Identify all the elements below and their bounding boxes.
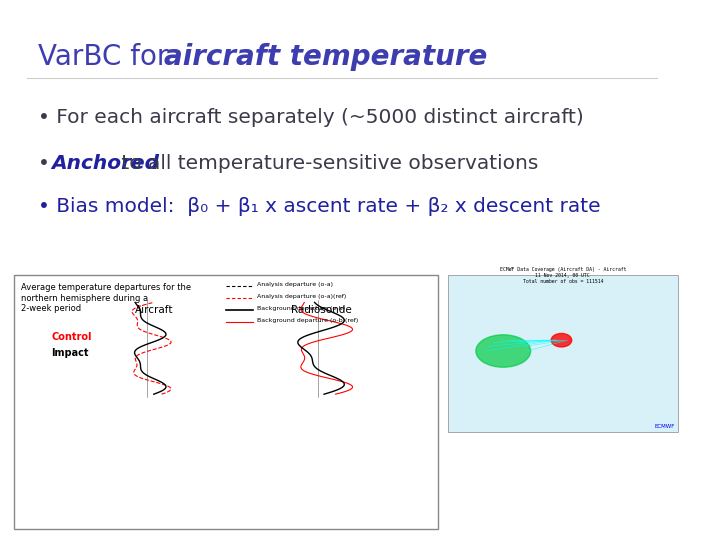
- Text: Impact: Impact: [51, 348, 89, 359]
- Text: • For each aircraft separately (~5000 distinct aircraft): • For each aircraft separately (~5000 di…: [37, 108, 583, 127]
- Text: Average temperature departures for the
northern hemisphere during a
2-week perio: Average temperature departures for the n…: [21, 284, 191, 313]
- Text: Background departure (o-b)(ref): Background departure (o-b)(ref): [257, 318, 358, 323]
- Text: Analysis departure (o-a): Analysis departure (o-a): [257, 282, 333, 287]
- FancyBboxPatch shape: [449, 275, 678, 432]
- Text: ECMWF Data Coverage (Aircraft DA) - Aircraft
11 Nov 2014, 00 UTC
Total number of: ECMWF Data Coverage (Aircraft DA) - Airc…: [500, 267, 626, 284]
- Text: ECMWF: ECMWF: [654, 424, 675, 429]
- Text: Radiosonde: Radiosonde: [292, 305, 352, 315]
- Text: Anchored: Anchored: [51, 154, 159, 173]
- Text: Aircraft: Aircraft: [135, 305, 174, 315]
- Text: VarBC for: VarBC for: [37, 43, 177, 71]
- Text: • Bias model:  β₀ + β₁ x ascent rate + β₂ x descent rate: • Bias model: β₀ + β₁ x ascent rate + β₂…: [37, 197, 600, 216]
- Text: Control: Control: [51, 332, 92, 342]
- FancyBboxPatch shape: [14, 275, 438, 529]
- Text: •: •: [37, 154, 56, 173]
- Text: to all temperature-sensitive observations: to all temperature-sensitive observation…: [115, 154, 539, 173]
- Ellipse shape: [476, 335, 531, 367]
- Text: Analysis departure (o-a)(ref): Analysis departure (o-a)(ref): [257, 294, 346, 299]
- Text: aircraft temperature: aircraft temperature: [164, 43, 487, 71]
- Ellipse shape: [552, 333, 572, 347]
- Text: Background departure (o-b): Background departure (o-b): [257, 306, 345, 311]
